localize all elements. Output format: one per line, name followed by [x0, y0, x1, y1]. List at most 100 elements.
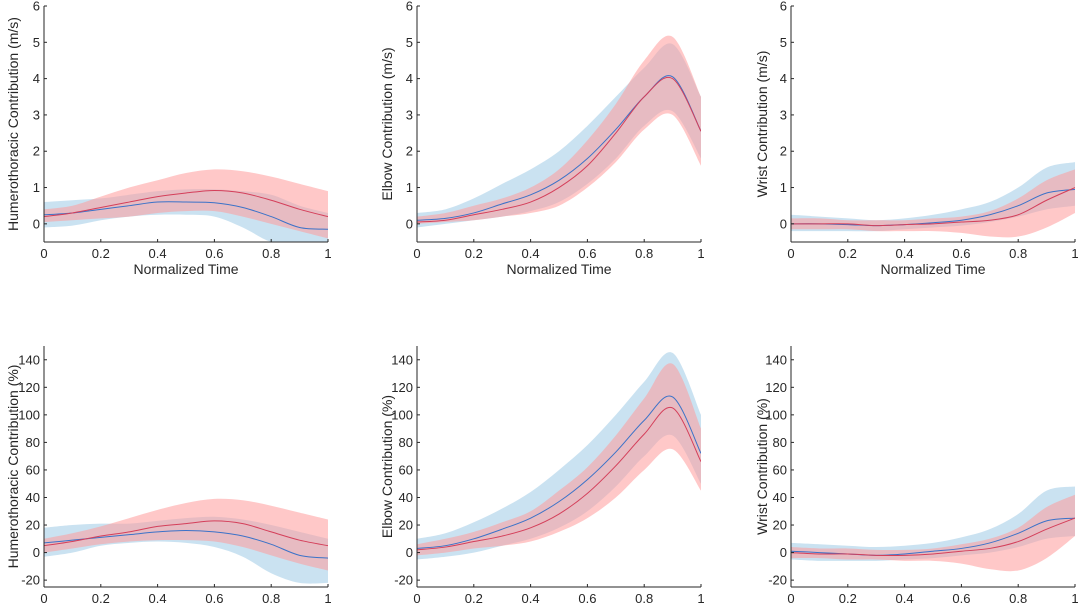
x-tick-label: 0.2: [92, 591, 110, 605]
x-tick-label: 0.8: [635, 246, 653, 261]
x-tick-label: 1: [697, 591, 704, 605]
band-red: [791, 169, 1075, 238]
plot-area: [791, 162, 1075, 238]
y-tick-label: 6: [406, 0, 413, 14]
band-red: [791, 494, 1075, 572]
y-tick-label: 4: [33, 71, 40, 86]
chart-humerothoracic-velocity: 0 0.2 0.4 0.6 0.8 1 0 1 2 3 4 5 6 Normalized Time Hume…: [5, 0, 332, 277]
mean-line-blue: [44, 201, 328, 230]
x-tick-label: 0: [40, 246, 47, 261]
mean-line-red: [791, 187, 1075, 227]
chart-wrist-velocity: 0 0.2 0.4 0.6 0.8 1 0 1 2 3 4 5 6 Normalized Time Wris…: [754, 0, 1078, 277]
x-tick-label: 0: [413, 246, 420, 261]
y-tick-label: 5: [780, 35, 787, 50]
y-tick-label: 120: [18, 380, 40, 395]
plot-area: [44, 498, 328, 584]
chart-humerothoracic-percent: 00.20.40.60.81-20020406080100120140Norma…: [5, 346, 332, 605]
y-tick-label: 140: [391, 352, 413, 367]
y-tick-label: 40: [773, 490, 787, 505]
y-tick-label: 140: [765, 352, 787, 367]
x-tick-label: 0: [787, 246, 794, 261]
y-axis-label: Humerothoracic Contribution (m/s): [5, 17, 21, 231]
band-red: [44, 169, 328, 239]
x-tick-label: 0.2: [92, 246, 110, 261]
x-tick-label: 0.4: [149, 246, 167, 261]
y-tick-label: 60: [773, 462, 787, 477]
y-tick-label: 3: [33, 107, 40, 122]
plot-area: [417, 35, 701, 228]
x-tick-label: 1: [1071, 246, 1078, 261]
y-tick-label: 140: [18, 352, 40, 367]
y-tick-label: 1: [33, 180, 40, 195]
x-tick-label: 1: [324, 246, 331, 261]
y-tick-label: 6: [33, 0, 40, 14]
y-tick-label: 100: [18, 407, 40, 422]
x-tick-label: 0.6: [952, 591, 970, 605]
x-tick-label: 0: [413, 591, 420, 605]
y-axis-label: Wrist Contribution (m/s): [754, 51, 770, 198]
x-tick-label: 0.6: [952, 246, 970, 261]
y-axis-label: Humerothoracic Contribution (%): [5, 365, 21, 569]
mean-line-blue: [791, 188, 1075, 227]
y-tick-label: 20: [399, 518, 413, 533]
y-tick-label: -20: [21, 573, 40, 588]
mean-line-red: [417, 76, 701, 223]
plot-area: [791, 486, 1075, 572]
x-tick-label: 0.6: [578, 591, 596, 605]
y-tick-label: 120: [765, 380, 787, 395]
y-tick-label: 20: [26, 518, 40, 533]
mean-line-red: [417, 406, 701, 551]
y-tick-label: 0: [780, 216, 787, 231]
y-tick-label: 0: [33, 545, 40, 560]
y-tick-label: 2: [33, 144, 40, 159]
chart-elbow-velocity: 0 0.2 0.4 0.6 0.8 1 0 1 2 3 4 5 6 Normalized Time Elbo…: [379, 0, 705, 277]
y-tick-label: 60: [399, 462, 413, 477]
x-tick-label: 0.2: [839, 246, 857, 261]
x-tick-label: 0.2: [465, 591, 483, 605]
y-tick-label: 0: [406, 545, 413, 560]
y-tick-label: 0: [33, 216, 40, 231]
x-tick-label: 0.4: [522, 246, 540, 261]
x-tick-label: 0: [40, 591, 47, 605]
y-tick-label: 4: [406, 71, 413, 86]
x-tick-label: 0.8: [1009, 591, 1027, 605]
plot-area: [44, 169, 328, 242]
y-tick-label: 2: [780, 144, 787, 159]
y-tick-label: 20: [773, 518, 787, 533]
y-tick-label: 40: [399, 490, 413, 505]
band-red: [417, 363, 701, 556]
y-tick-label: 6: [780, 0, 787, 14]
y-axis-label: Elbow Contribution (m/s): [379, 47, 395, 200]
y-tick-label: 80: [773, 435, 787, 450]
x-tick-label: 0.8: [262, 246, 280, 261]
x-tick-label: 1: [697, 246, 704, 261]
x-tick-label: 0.2: [465, 246, 483, 261]
band-red: [417, 35, 701, 224]
y-tick-label: 4: [780, 71, 787, 86]
y-tick-label: 100: [391, 407, 413, 422]
chart-elbow-percent: 00.20.40.60.81-20020406080100120140Norma…: [379, 346, 705, 605]
y-tick-label: 0: [780, 545, 787, 560]
y-tick-label: 5: [33, 35, 40, 50]
x-tick-label: 0.4: [522, 591, 540, 605]
mean-line-red: [791, 517, 1075, 557]
x-tick-label: 0: [787, 591, 794, 605]
y-tick-label: 80: [399, 435, 413, 450]
y-tick-label: 60: [26, 462, 40, 477]
band-red: [44, 498, 328, 571]
x-tick-label: 1: [1071, 591, 1078, 605]
y-tick-label: 100: [765, 407, 787, 422]
y-tick-label: 2: [406, 144, 413, 159]
y-tick-label: 5: [406, 35, 413, 50]
x-tick-label: 0.6: [205, 246, 223, 261]
x-tick-label: 0.4: [149, 591, 167, 605]
y-tick-label: 3: [406, 107, 413, 122]
x-tick-label: 0.4: [896, 591, 914, 605]
band-blue: [417, 352, 701, 560]
x-tick-label: 0.6: [578, 246, 596, 261]
x-tick-label: 0.4: [896, 246, 914, 261]
mean-line-blue: [44, 530, 328, 559]
y-tick-label: 80: [26, 435, 40, 450]
y-tick-label: -20: [394, 573, 413, 588]
